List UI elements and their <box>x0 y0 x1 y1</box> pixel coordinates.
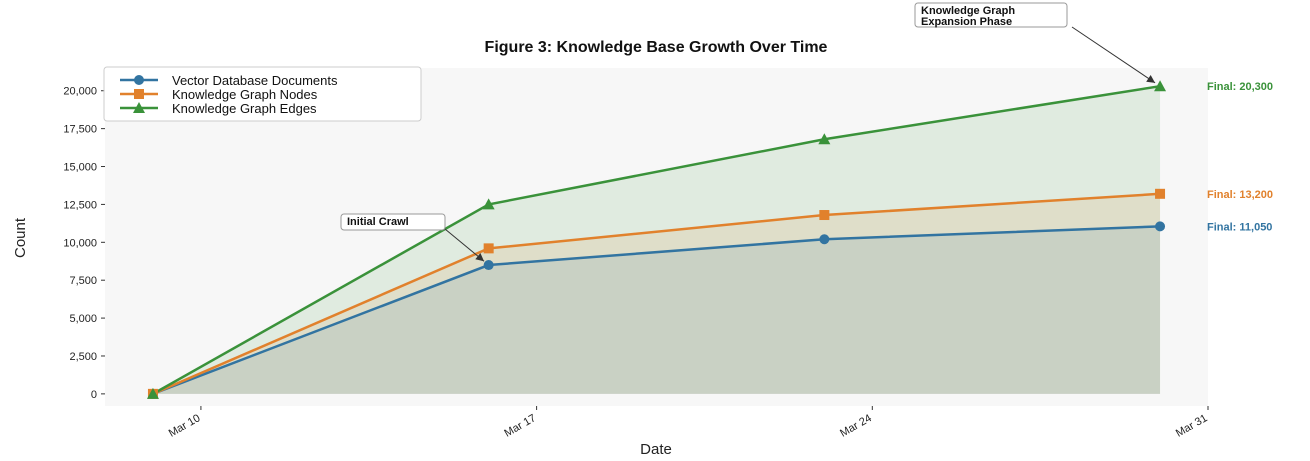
legend-marker-vector-database-documents <box>134 75 144 85</box>
y-tick-label: 7,500 <box>69 275 97 287</box>
annotation-arrow-line <box>1071 26 1156 84</box>
point-vector-database-documents-1 <box>483 260 494 271</box>
point-knowledge-graph-edges-1 <box>482 198 495 210</box>
final-label-vector-database-documents: Final: 11,050 <box>1207 221 1272 233</box>
point-knowledge-graph-edges-3 <box>1154 80 1167 92</box>
final-label-knowledge-graph-edges: Final: 20,300 <box>1207 81 1273 93</box>
point-knowledge-graph-nodes-3 <box>1155 188 1166 199</box>
legend-label-knowledge-graph-nodes: Knowledge Graph Nodes <box>172 87 318 102</box>
x-tick-label: Mar 31 <box>1174 412 1210 440</box>
final-value-labels: Final: 11,050 Final: 13,200 Final: 20,300 <box>1207 81 1273 233</box>
x-axis: Mar 10 Mar 17 Mar 24 Mar 31 <box>167 406 1210 440</box>
plot-background <box>105 68 1208 406</box>
point-knowledge-graph-edges-0 <box>146 387 159 399</box>
x-tick-label: Mar 24 <box>838 412 874 440</box>
annotation-text: Expansion Phase <box>921 16 1012 28</box>
annotation-text: Knowledge Graph <box>921 5 1015 17</box>
point-knowledge-graph-nodes-1 <box>483 243 494 254</box>
area-vector-database-documents <box>152 226 1161 394</box>
series-lines <box>152 84 1161 396</box>
point-knowledge-graph-edges-2 <box>818 133 831 145</box>
x-tick-label: Mar 17 <box>502 412 538 440</box>
annotation-arrow-head <box>475 253 485 262</box>
x-tick-label: Mar 10 <box>167 412 203 440</box>
point-knowledge-graph-nodes-2 <box>819 210 830 221</box>
final-label-knowledge-graph-nodes: Final: 13,200 <box>1207 189 1273 201</box>
legend-label-knowledge-graph-edges: Knowledge Graph Edges <box>172 101 317 116</box>
legend-marker-knowledge-graph-nodes <box>134 89 144 99</box>
legend-label-vector-database-documents: Vector Database Documents <box>172 73 338 88</box>
line-knowledge-graph-nodes <box>152 192 1161 396</box>
series-markers <box>146 80 1167 399</box>
y-tick-label: 0 <box>91 389 97 401</box>
y-axis-title: Count <box>12 217 29 258</box>
y-tick-label: 20,000 <box>63 86 97 98</box>
chart-title: Figure 3: Knowledge Base Growth Over Tim… <box>485 39 828 56</box>
point-vector-database-documents-2 <box>819 234 830 245</box>
annotation-arrow-line <box>444 228 485 262</box>
y-tick-label: 12,500 <box>63 199 97 211</box>
x-axis-title: Date <box>640 441 672 458</box>
area-knowledge-graph-nodes <box>152 193 1161 394</box>
annotation-0: Initial Crawl <box>340 213 485 262</box>
legend-marker-knowledge-graph-edges <box>133 102 145 113</box>
annotation-arrow-head <box>1146 75 1156 83</box>
annotation-box <box>914 2 1068 28</box>
y-tick-label: 10,000 <box>63 237 97 249</box>
point-vector-database-documents-3 <box>1155 221 1166 232</box>
y-tick-label: 5,000 <box>69 313 97 325</box>
y-tick-label: 2,500 <box>69 351 97 363</box>
annotation-box <box>340 213 446 231</box>
line-vector-database-documents <box>152 225 1161 396</box>
annotation-text: Initial Crawl <box>347 216 409 228</box>
legend-box <box>103 66 422 122</box>
area-fills <box>152 86 1161 394</box>
line-knowledge-graph-edges <box>152 84 1161 395</box>
y-axis: 0 2,500 5,000 7,500 10,000 12,500 15,000 17,500… <box>63 86 105 401</box>
y-tick-label: 17,500 <box>63 124 97 136</box>
y-tick-label: 15,000 <box>63 162 97 174</box>
area-knowledge-graph-edges <box>152 86 1161 394</box>
